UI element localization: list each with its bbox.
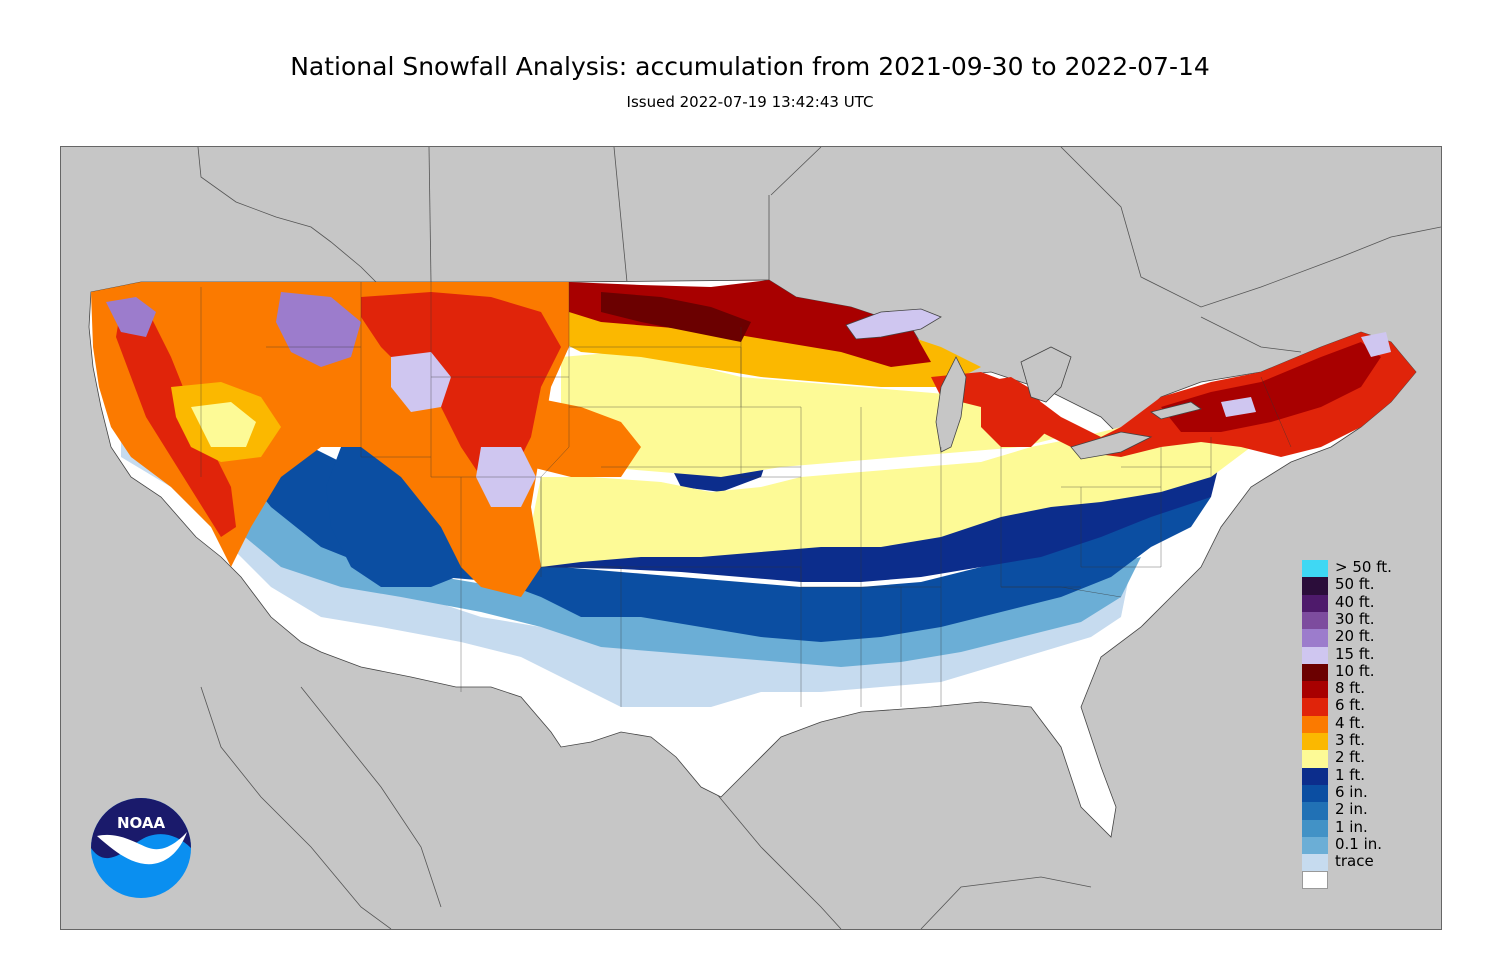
legend-item: trace bbox=[1302, 852, 1412, 872]
neighbor-boundaries bbox=[197, 147, 1441, 929]
legend-label: 2 in. bbox=[1335, 800, 1368, 819]
legend-swatch bbox=[1302, 802, 1328, 820]
legend-label: 30 ft. bbox=[1335, 609, 1375, 628]
legend-item: 3 ft. bbox=[1302, 731, 1412, 751]
legend-swatch bbox=[1302, 681, 1328, 699]
legend-item: 50 ft. bbox=[1302, 575, 1412, 596]
legend-item: 1 ft. bbox=[1302, 765, 1412, 786]
legend-label: 50 ft. bbox=[1335, 575, 1375, 594]
legend-item: > 50 ft. bbox=[1302, 558, 1412, 578]
legend-item-blank bbox=[1302, 871, 1412, 889]
legend-item: 2 in. bbox=[1302, 800, 1412, 820]
legend-swatch bbox=[1302, 611, 1328, 630]
zone-15ft-adirondacks bbox=[1221, 397, 1256, 417]
legend-swatch bbox=[1302, 819, 1328, 838]
zone-4ft-plains bbox=[531, 397, 641, 477]
legend-swatch bbox=[1302, 854, 1328, 872]
legend-label: 1 ft. bbox=[1335, 765, 1365, 784]
legend-item: 2 ft. bbox=[1302, 748, 1412, 769]
legend-swatch bbox=[1302, 750, 1328, 769]
legend-swatch bbox=[1302, 767, 1328, 786]
legend-swatch bbox=[1302, 733, 1328, 751]
map-title: National Snowfall Analysis: accumulation… bbox=[290, 52, 1210, 81]
zone-15ft-northeast bbox=[1361, 332, 1391, 357]
zone-6ft-northeast bbox=[931, 332, 1416, 457]
legend-swatch bbox=[1302, 698, 1328, 717]
legend-swatch bbox=[1302, 715, 1328, 734]
legend-swatch bbox=[1302, 594, 1328, 613]
legend-label: 10 ft. bbox=[1335, 661, 1375, 680]
legend-item: 1 in. bbox=[1302, 817, 1412, 838]
legend-label: 15 ft. bbox=[1335, 644, 1375, 663]
noaa-logo-text: NOAA bbox=[117, 814, 166, 832]
legend-item: 20 ft. bbox=[1302, 627, 1412, 647]
noaa-logo: NOAA bbox=[89, 796, 193, 900]
legend-item: 30 ft. bbox=[1302, 609, 1412, 630]
zone-20ft-rockies bbox=[276, 292, 361, 367]
legend-item: 0.1 in. bbox=[1302, 834, 1412, 855]
zone-15ft-utah bbox=[391, 352, 451, 412]
zone-6ft-sierra bbox=[116, 307, 236, 537]
legend-item: 15 ft. bbox=[1302, 644, 1412, 665]
legend-label: > 50 ft. bbox=[1335, 558, 1392, 576]
legend-item: 40 ft. bbox=[1302, 592, 1412, 613]
legend-label: 40 ft. bbox=[1335, 592, 1375, 611]
legend-swatch bbox=[1302, 663, 1328, 682]
legend-swatch bbox=[1302, 646, 1328, 665]
legend-item: 6 in. bbox=[1302, 782, 1412, 803]
great-lakes bbox=[845, 308, 1202, 460]
legend-label: 0.1 in. bbox=[1335, 834, 1383, 853]
legend-item: 8 ft. bbox=[1302, 679, 1412, 699]
zone-8ft-northeast bbox=[1161, 342, 1381, 432]
zone-2ft-west-basin bbox=[191, 402, 256, 447]
legend-label: 6 in. bbox=[1335, 782, 1368, 801]
legend-label: 4 ft. bbox=[1335, 713, 1365, 732]
legend-swatch bbox=[1302, 560, 1328, 578]
legend-label: trace bbox=[1335, 852, 1374, 871]
legend-swatch bbox=[1302, 629, 1328, 647]
state-boundaries bbox=[200, 282, 1292, 707]
zone-10ft-north bbox=[601, 292, 751, 342]
map-subtitle: Issued 2022-07-19 13:42:43 UTC bbox=[626, 93, 874, 111]
legend-label: 6 ft. bbox=[1335, 696, 1365, 715]
legend-item: 4 ft. bbox=[1302, 713, 1412, 734]
noaa-emblem: NOAA bbox=[91, 798, 191, 898]
legend-item: 6 ft. bbox=[1302, 696, 1412, 717]
legend-swatch bbox=[1302, 871, 1328, 889]
legend-swatch bbox=[1302, 784, 1328, 803]
map-canvas bbox=[88, 147, 1441, 929]
legend-label: 3 ft. bbox=[1335, 731, 1365, 749]
legend-label: 20 ft. bbox=[1335, 627, 1375, 646]
zone-20ft-cascades bbox=[106, 297, 156, 337]
legend-label: 2 ft. bbox=[1335, 748, 1365, 767]
legend-swatch bbox=[1302, 577, 1328, 596]
zone-6in bbox=[181, 412, 1211, 642]
legend-label: 1 in. bbox=[1335, 817, 1368, 836]
legend-label: 8 ft. bbox=[1335, 679, 1365, 698]
legend-swatch bbox=[1302, 836, 1328, 855]
legend-item: 10 ft. bbox=[1302, 661, 1412, 682]
zone-6ft-west bbox=[361, 292, 561, 477]
snowfall-map bbox=[60, 146, 1442, 930]
